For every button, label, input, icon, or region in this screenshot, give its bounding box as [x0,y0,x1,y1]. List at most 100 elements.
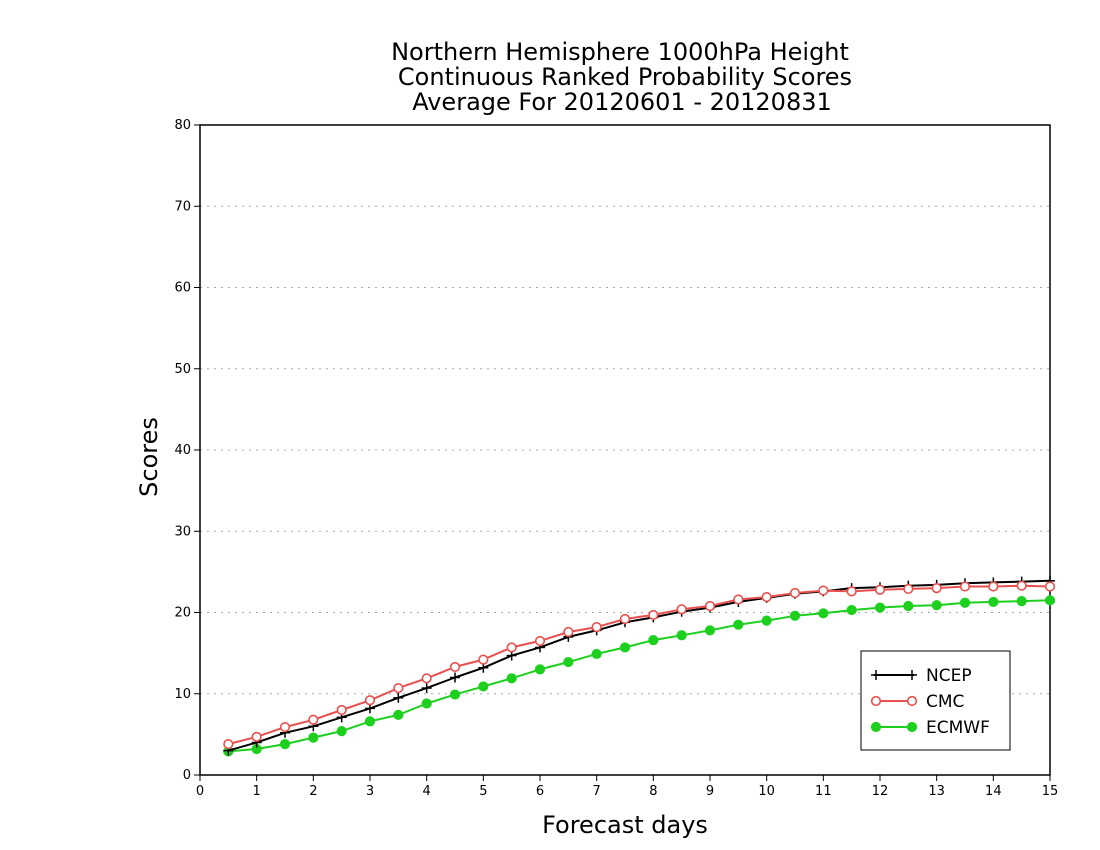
series-cmc [223,580,1056,750]
data-point [931,583,942,594]
data-point [959,581,971,592]
y-tick-label: 40 [174,443,191,458]
data-point [619,642,631,653]
x-tick-label: 8 [649,784,657,799]
data-point [1016,596,1027,607]
data-point [591,648,602,660]
x-tick-label: 10 [758,784,775,799]
data-point [421,683,432,694]
data-point [478,654,489,665]
data-point [449,661,461,673]
y-tick-label: 80 [174,118,191,133]
chart-title-line-3: Average For 20120601 - 20120831 [412,88,832,116]
data-point [619,613,631,625]
x-tick-label: 0 [196,784,204,799]
data-point [818,585,829,596]
data-point [959,597,971,608]
y-tick-label: 50 [174,362,191,377]
data-point [931,600,942,611]
data-point [704,600,716,612]
data-point [449,689,461,700]
data-point [903,583,914,595]
legend: NCEP CMC ECMWF [860,650,1011,751]
data-point [648,635,659,646]
chart-title-line-2: Continuous Ranked Probability Scores [398,63,852,91]
y-tick-label: 70 [174,199,191,214]
data-point [534,664,546,675]
x-tick-label: 13 [928,784,945,799]
data-point [279,739,291,750]
data-point [903,600,914,612]
data-point [506,673,517,684]
legend-label: ECMWF [926,718,990,738]
data-point [591,622,602,633]
data-point [789,610,801,621]
y-tick-label: 0 [183,768,191,783]
legend-marker [870,721,882,733]
legend-item-ecmwf: ECMWF [870,718,990,738]
y-tick-label: 10 [174,687,191,702]
y-tick-label: 20 [174,606,191,621]
data-point [1044,595,1056,606]
data-point [563,656,574,668]
data-point [478,681,489,692]
data-point [223,739,234,750]
x-tick-label: 5 [479,784,487,799]
data-point [874,602,886,613]
x-tick-label: 4 [423,784,431,799]
data-point [506,642,517,653]
data-point [733,619,744,630]
data-point [336,704,347,716]
legend-marker [906,695,918,707]
y-axis-title: Scores [135,417,163,497]
series-ecmwf [223,595,1056,757]
data-point [336,726,347,737]
x-tick-label: 2 [309,784,317,799]
legend-marker [871,670,881,680]
data-point [1016,580,1027,591]
x-tick-label: 14 [985,784,1002,799]
data-point [421,698,432,709]
y-tick-label: 60 [174,281,191,296]
legend-label: NCEP [926,666,972,686]
data-point [421,673,432,684]
data-point [1044,581,1056,592]
data-point [874,584,886,595]
data-point [761,615,772,626]
legend-item-cmc: CMC [870,692,964,712]
data-point [789,587,801,599]
data-point [563,626,574,638]
data-point [988,596,999,608]
y-axis-ticks: 0 10 20 30 40 50 60 70 80 [174,118,200,783]
legend-marker [870,695,882,707]
x-tick-label: 11 [815,784,832,799]
grid-lines [200,205,1050,695]
x-tick-label: 6 [536,784,544,799]
chart-title-line-1: Northern Hemisphere 1000hPa Height [391,38,849,66]
data-point [308,732,319,743]
series-group [223,575,1056,757]
x-tick-label: 15 [1042,784,1059,799]
x-tick-label: 7 [593,784,601,799]
data-point [846,604,857,616]
data-point [648,609,659,621]
data-point [704,625,716,636]
x-tick-label: 3 [366,784,374,799]
legend-marker [906,721,918,733]
x-tick-label: 1 [253,784,261,799]
legend-item-ncep: NCEP [871,666,972,686]
data-point [846,586,857,597]
chart-title: Northern Hemisphere 1000hPa Height Conti… [391,38,852,116]
data-point [676,630,687,641]
data-point [393,692,404,703]
data-point [308,714,319,725]
data-point [450,672,460,683]
y-tick-label: 30 [174,524,191,539]
data-point [393,682,404,694]
data-point [364,716,376,727]
data-point [818,608,829,619]
data-point [393,709,404,720]
data-point [676,604,687,615]
